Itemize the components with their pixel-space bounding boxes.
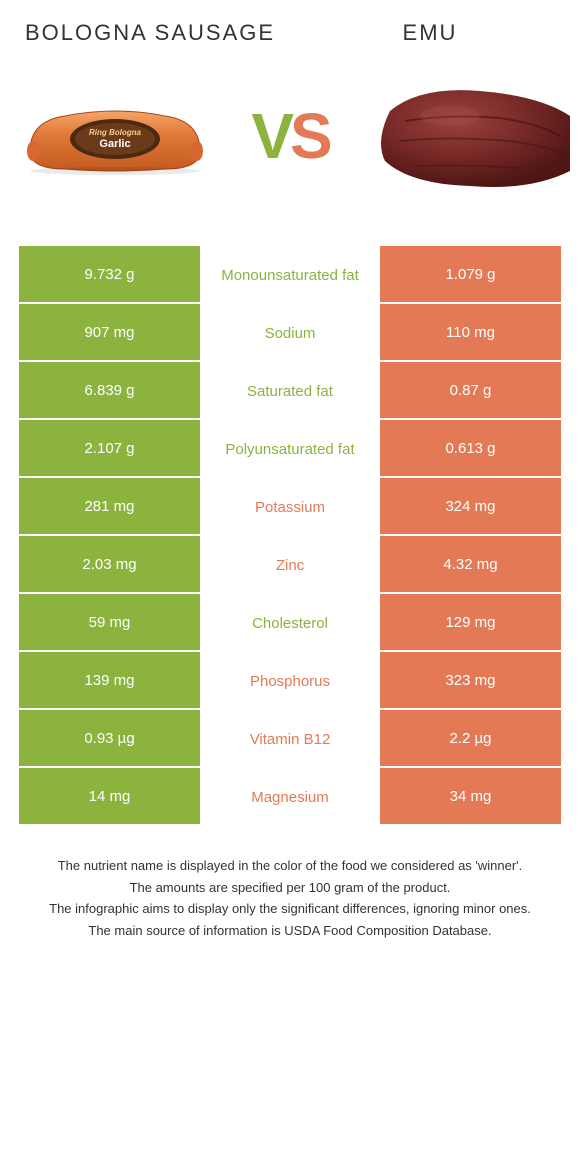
table-row: 14 mgMagnesium34 mg (19, 768, 561, 826)
nutrient-name: Zinc (200, 536, 380, 594)
left-value: 9.732 g (19, 246, 200, 304)
vs-label: VS (251, 99, 328, 173)
left-value: 6.839 g (19, 362, 200, 420)
left-value: 907 mg (19, 304, 200, 362)
right-value: 0.613 g (380, 420, 561, 478)
table-row: 0.93 µgVitamin B122.2 µg (19, 710, 561, 768)
sausage-image: Ring Bologna Garlic (10, 76, 220, 196)
right-value: 34 mg (380, 768, 561, 826)
images-row: Ring Bologna Garlic VS (0, 56, 580, 216)
footer-line: The main source of information is USDA F… (25, 921, 555, 941)
footer-line: The infographic aims to display only the… (25, 899, 555, 919)
right-value: 4.32 mg (380, 536, 561, 594)
svg-text:Ring Bologna: Ring Bologna (89, 128, 142, 137)
footer-notes: The nutrient name is displayed in the co… (0, 826, 580, 972)
nutrient-name: Cholesterol (200, 594, 380, 652)
nutrient-name: Saturated fat (200, 362, 380, 420)
footer-line: The amounts are specified per 100 gram o… (25, 878, 555, 898)
nutrient-name: Vitamin B12 (200, 710, 380, 768)
nutrient-name: Polyunsaturated fat (200, 420, 380, 478)
table-row: 281 mgPotassium324 mg (19, 478, 561, 536)
right-food-title: Emu (290, 20, 570, 46)
right-value: 1.079 g (380, 246, 561, 304)
nutrient-name: Magnesium (200, 768, 380, 826)
left-value: 2.03 mg (19, 536, 200, 594)
nutrient-name: Phosphorus (200, 652, 380, 710)
table-row: 139 mgPhosphorus323 mg (19, 652, 561, 710)
nutrient-name: Potassium (200, 478, 380, 536)
vs-v: V (251, 100, 290, 172)
right-value: 0.87 g (380, 362, 561, 420)
vs-s: S (290, 100, 329, 172)
nutrient-name: Sodium (200, 304, 380, 362)
table-row: 907 mgSodium110 mg (19, 304, 561, 362)
svg-text:Garlic: Garlic (99, 138, 130, 150)
table-row: 2.107 gPolyunsaturated fat0.613 g (19, 420, 561, 478)
left-value: 14 mg (19, 768, 200, 826)
table-row: 59 mgCholesterol129 mg (19, 594, 561, 652)
left-value: 139 mg (19, 652, 200, 710)
nutrient-name: Monounsaturated fat (200, 246, 380, 304)
right-value: 324 mg (380, 478, 561, 536)
left-value: 59 mg (19, 594, 200, 652)
footer-line: The nutrient name is displayed in the co… (25, 856, 555, 876)
left-value: 281 mg (19, 478, 200, 536)
right-value: 129 mg (380, 594, 561, 652)
comparison-table: 9.732 gMonounsaturated fat1.079 g907 mgS… (19, 246, 561, 826)
table-row: 2.03 mgZinc4.32 mg (19, 536, 561, 594)
emu-image (360, 76, 570, 196)
right-value: 110 mg (380, 304, 561, 362)
right-value: 323 mg (380, 652, 561, 710)
left-value: 2.107 g (19, 420, 200, 478)
left-value: 0.93 µg (19, 710, 200, 768)
right-value: 2.2 µg (380, 710, 561, 768)
left-food-title: Bologna sausage (10, 20, 290, 46)
header: Bologna sausage Emu (0, 0, 580, 56)
table-row: 9.732 gMonounsaturated fat1.079 g (19, 246, 561, 304)
table-row: 6.839 gSaturated fat0.87 g (19, 362, 561, 420)
